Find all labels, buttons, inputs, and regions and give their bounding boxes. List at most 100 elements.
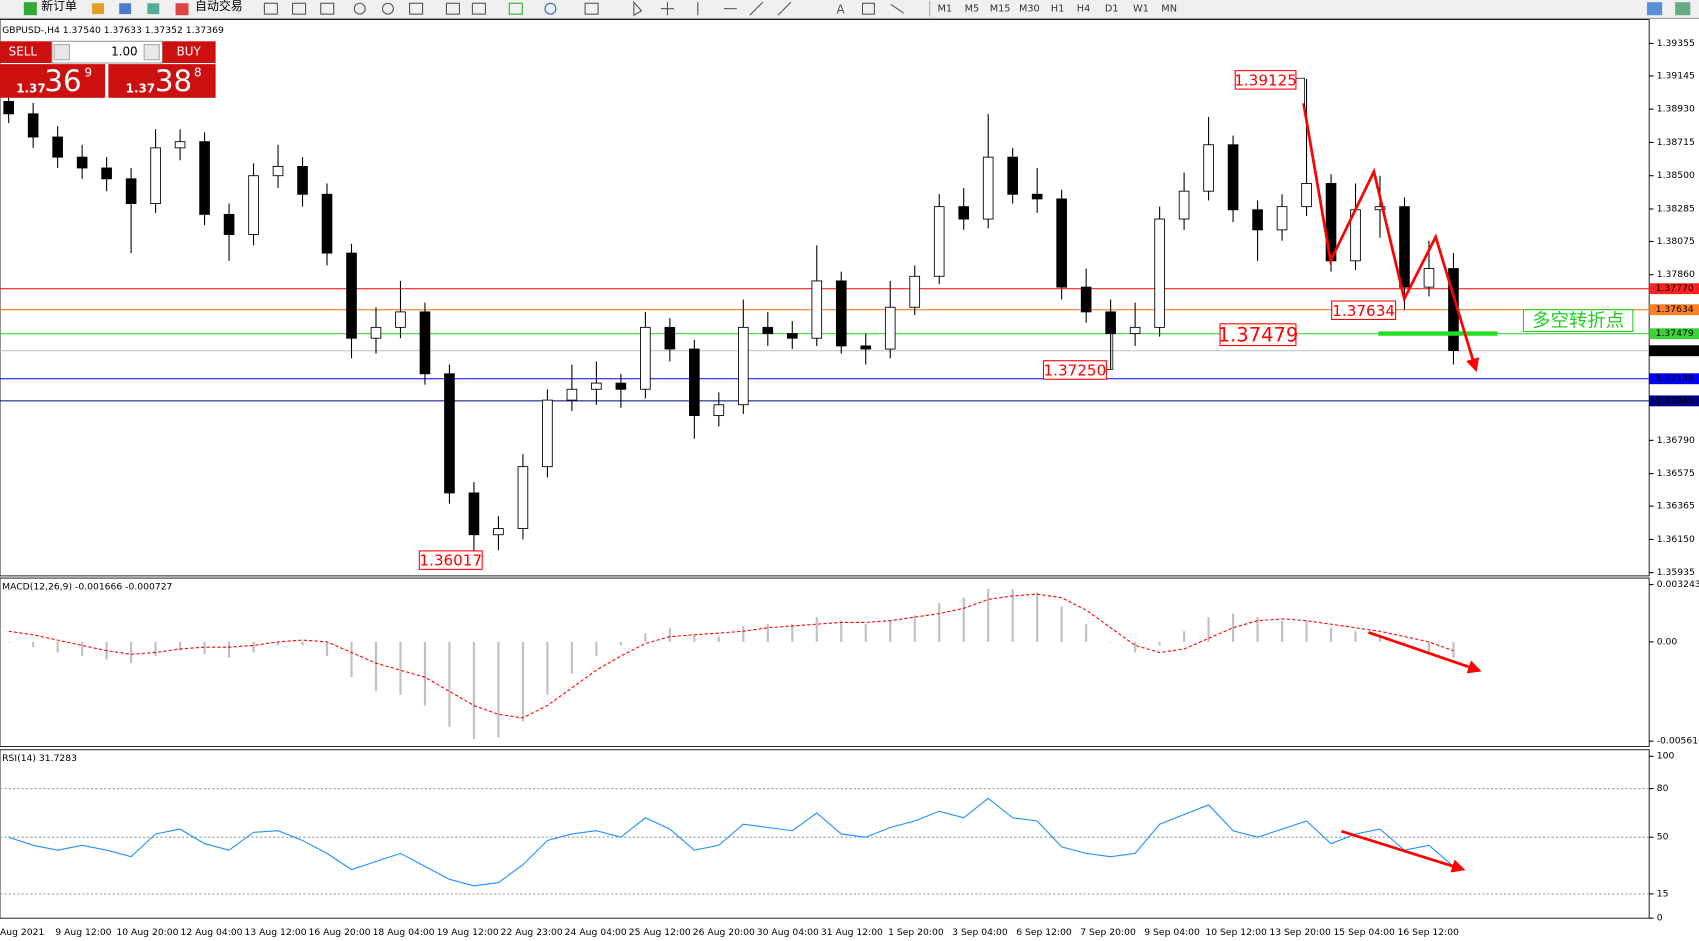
y-tick-label: 1.38500 — [1657, 170, 1695, 181]
candle-body — [713, 404, 725, 417]
sell-price-big[interactable]: 1.37 — [16, 82, 45, 96]
candle-body — [1031, 193, 1043, 200]
candle-body — [395, 311, 406, 328]
macd-bar — [987, 588, 990, 642]
price-tag-label: 1.37770 — [1656, 283, 1694, 294]
candle-body — [640, 326, 651, 390]
toolbar — [0, 0, 1699, 19]
candle-body — [1007, 156, 1018, 195]
buy-price-pip[interactable]: 8 — [194, 65, 202, 79]
auto-trading-icon[interactable] — [175, 3, 189, 16]
macd-bar — [1109, 641, 1112, 643]
sell-button[interactable] — [0, 41, 53, 64]
icon[interactable] — [119, 3, 132, 15]
candle-body — [493, 528, 504, 536]
timeframe-button[interactable]: D1 — [1105, 4, 1119, 15]
timeframe-button[interactable]: M30 — [1019, 4, 1040, 15]
price-tag-label: 1.37369 — [1656, 345, 1694, 356]
candle-body — [1080, 286, 1092, 313]
time-axis: Aug 2021 9 Aug 12:00 10 Aug 20:00 12 Aug 04… — [0, 927, 1459, 938]
annotation-text: 1.37479 — [1218, 323, 1299, 346]
timeframe-button[interactable]: M15 — [990, 4, 1011, 15]
sell-label[interactable]: SELL — [9, 45, 38, 59]
sell-price-main[interactable]: 36 — [44, 64, 81, 98]
candle-body — [370, 326, 382, 339]
buy-price-main[interactable]: 38 — [155, 64, 192, 98]
buy-price-box[interactable] — [108, 64, 216, 98]
search-icon[interactable] — [1646, 2, 1663, 16]
macd-bar — [1452, 641, 1455, 658]
macd-chart — [7, 588, 1455, 740]
macd-bar — [448, 641, 451, 727]
candle-body — [542, 399, 553, 468]
symbol-info: GBPUSD-,H4 1.37540 1.37633 1.37352 1.373… — [2, 25, 224, 36]
macd-bar — [766, 624, 769, 642]
y-tick-label: 1.37860 — [1657, 269, 1695, 280]
new-order-icon[interactable] — [23, 2, 37, 16]
candle-body — [297, 165, 308, 195]
time-label: 31 Aug 12:00 — [821, 927, 883, 938]
timeframe-button[interactable]: H1 — [1051, 4, 1065, 15]
macd-bar — [130, 641, 133, 664]
y-tick-label: 1.38075 — [1657, 236, 1695, 247]
macd-bar — [619, 641, 622, 646]
auto-trading-button[interactable]: 自动交易 — [195, 0, 243, 13]
buy-label[interactable]: BUY — [177, 45, 202, 59]
candle-body — [664, 326, 676, 350]
y-tick-label: 1.36150 — [1657, 534, 1695, 545]
macd-bar — [1036, 592, 1039, 642]
candle-body — [591, 382, 602, 390]
candle-body — [1276, 206, 1288, 231]
new-order-button[interactable]: 新订单 — [41, 0, 77, 13]
time-label: 16 Aug 20:00 — [309, 927, 371, 938]
timeframe-button[interactable]: H4 — [1077, 4, 1091, 15]
sell-price-box[interactable] — [0, 64, 106, 98]
time-label: 6 Sep 12:00 — [1016, 927, 1072, 938]
buy-price-big[interactable]: 1.37 — [126, 82, 155, 96]
macd-bar — [1256, 617, 1259, 642]
candle-body — [933, 206, 945, 277]
price-tag-label: 1.37045 — [1656, 395, 1694, 406]
macd-bar — [521, 641, 525, 722]
timeframes: M1 M5 M15 M30 H1 H4 D1 W1 MN — [938, 4, 1177, 15]
price-tag — [1649, 328, 1699, 340]
tool-icons[interactable]: A — [263, 0, 904, 16]
buy-button[interactable] — [162, 41, 216, 64]
macd-bar — [7, 641, 10, 643]
macd-bar — [1378, 634, 1382, 642]
timeframe-button[interactable]: M1 — [938, 4, 953, 15]
macd-bar — [81, 641, 84, 657]
macd-bar — [56, 641, 59, 653]
icon[interactable] — [147, 3, 160, 15]
time-label: Aug 2021 — [0, 927, 44, 938]
annotation-text: 1.37250 — [1044, 362, 1107, 380]
candle-body — [346, 252, 357, 339]
y-tick-label: 1.39145 — [1657, 70, 1695, 81]
price-tag — [1649, 283, 1699, 295]
candle-body — [958, 206, 970, 220]
icon[interactable] — [1675, 2, 1691, 16]
candle-body — [566, 388, 578, 401]
lots-value[interactable]: 1.00 — [111, 45, 138, 59]
timeframe-button[interactable]: MN — [1161, 4, 1177, 15]
macd-bar — [1158, 641, 1161, 646]
candle-body — [52, 136, 63, 158]
macd-bar — [546, 641, 549, 695]
lots-up[interactable] — [143, 44, 160, 61]
macd-bar — [1060, 606, 1063, 642]
sell-price-pip[interactable]: 9 — [85, 65, 93, 79]
timeframe-button[interactable]: W1 — [1133, 4, 1149, 15]
candle-body — [272, 165, 284, 177]
lots-down[interactable] — [53, 44, 70, 61]
price-tag — [1649, 395, 1699, 407]
time-label: 22 Aug 23:00 — [501, 927, 563, 938]
icon[interactable] — [92, 3, 105, 15]
macd-bar — [252, 641, 255, 653]
time-label: 30 Aug 04:00 — [757, 927, 819, 938]
macd-bar — [1207, 617, 1210, 642]
candle-body — [860, 345, 872, 350]
macd-bar — [864, 624, 867, 642]
timeframe-button[interactable]: M5 — [965, 4, 980, 15]
time-label: 13 Sep 20:00 — [1269, 927, 1331, 938]
